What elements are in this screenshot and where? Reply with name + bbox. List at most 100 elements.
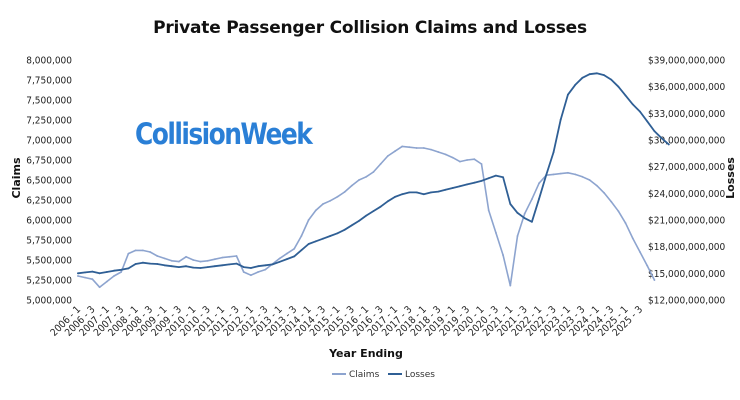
data-point [343, 191, 346, 193]
data-point [559, 172, 562, 175]
y-left-tick-label: 7,500,000 [26, 96, 72, 107]
data-point [149, 251, 152, 253]
data-point [386, 155, 389, 157]
data-point [595, 184, 598, 187]
data-point [163, 257, 166, 260]
data-point [610, 200, 613, 203]
data-point [574, 84, 577, 86]
y-right-tick-label: $33,000,000,000 [648, 109, 726, 120]
data-point [552, 151, 555, 154]
data-point [271, 263, 274, 266]
x-axis-title: Year Ending [328, 347, 403, 360]
data-point [509, 203, 512, 205]
data-point [105, 280, 108, 283]
y-left-tick-label: 7,000,000 [26, 136, 72, 147]
data-point [329, 235, 332, 237]
data-point [192, 259, 195, 261]
data-point [336, 232, 339, 235]
data-point [574, 173, 577, 176]
data-point [178, 266, 180, 268]
y-right-tick-label: $27,000,000,000 [648, 162, 726, 173]
data-point [480, 163, 483, 165]
y-axis-right-ticks: $12,000,000,000 $15,000,000,000 $18,000,00… [648, 56, 726, 307]
data-point [538, 197, 540, 200]
data-point [343, 228, 346, 231]
data-point [401, 193, 404, 196]
data-point [394, 196, 396, 198]
data-point [336, 195, 339, 198]
data-point [206, 266, 209, 268]
data-point [509, 284, 512, 287]
data-point [372, 171, 375, 173]
data-point [379, 163, 382, 165]
data-point [149, 262, 152, 265]
chart-title: Private Passenger Collision Claims and L… [153, 18, 587, 38]
data-point [257, 265, 259, 268]
data-point [639, 110, 641, 113]
data-point [293, 247, 296, 250]
y-axis-left-ticks: 5,000,000 5,250,000 5,500,000 5,750,000 6,00… [26, 56, 72, 307]
data-point [221, 264, 224, 267]
data-point [242, 266, 245, 268]
series-points-claims [77, 145, 656, 289]
data-point [329, 199, 332, 202]
y-right-tick-label: $15,000,000,000 [648, 269, 726, 280]
data-point [473, 158, 476, 161]
data-point [127, 252, 130, 255]
data-point [595, 72, 598, 75]
data-point [77, 272, 79, 275]
data-point [473, 181, 476, 184]
y-left-tick-label: 5,250,000 [26, 276, 72, 287]
data-point [77, 275, 79, 277]
data-point [98, 286, 101, 289]
data-point [631, 103, 634, 106]
data-point [264, 268, 267, 271]
data-point [350, 184, 353, 187]
data-point [250, 267, 252, 269]
y-left-tick-label: 6,750,000 [26, 156, 72, 167]
data-point [322, 237, 324, 240]
data-point [84, 276, 87, 279]
y-left-tick-label: 7,750,000 [26, 76, 72, 87]
data-point [170, 259, 173, 262]
data-point [502, 254, 504, 257]
data-point [185, 255, 188, 258]
data-point [581, 175, 584, 178]
data-point [379, 205, 382, 208]
y-left-tick-label: 5,750,000 [26, 236, 72, 247]
legend: Claims Losses [332, 370, 435, 380]
data-point [185, 265, 188, 268]
data-point [495, 231, 497, 234]
data-point [372, 210, 375, 213]
data-point [156, 255, 159, 257]
data-point [653, 279, 656, 281]
data-point [293, 255, 296, 258]
data-point [495, 174, 497, 177]
series-lines [77, 72, 670, 289]
data-point [156, 263, 159, 265]
data-point [552, 173, 555, 176]
data-point [286, 258, 288, 260]
data-point [141, 249, 144, 252]
data-point [531, 220, 533, 223]
data-point [141, 261, 144, 264]
data-point [451, 156, 454, 159]
series-line-losses [77, 72, 670, 275]
data-point [422, 193, 425, 196]
series-points-losses [77, 72, 670, 275]
data-point [286, 252, 288, 255]
data-point [667, 143, 670, 146]
data-point [466, 183, 468, 186]
data-point [134, 249, 137, 252]
data-point [300, 235, 303, 237]
data-point [408, 146, 411, 149]
y-left-tick-label: 6,500,000 [26, 176, 72, 187]
data-point [257, 271, 259, 273]
data-point [451, 187, 454, 189]
y-left-tick-label: 5,000,000 [26, 296, 72, 307]
data-point [386, 200, 389, 203]
data-point [120, 268, 123, 271]
legend-label-claims: Claims [349, 370, 380, 380]
data-point [603, 191, 605, 194]
y-axis-left-title: Claims [10, 157, 23, 198]
